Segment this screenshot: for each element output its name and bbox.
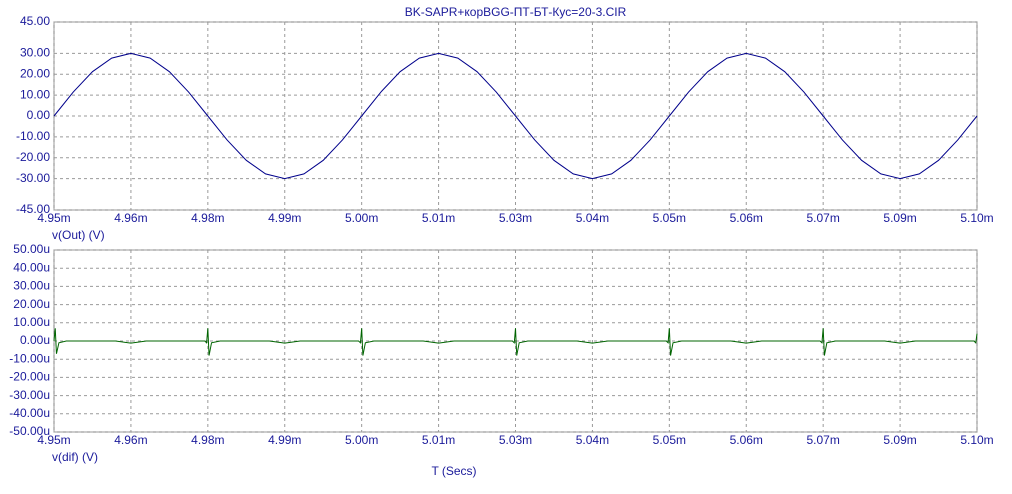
- x-tick-label: 5.00m: [345, 433, 378, 447]
- y-tick-label: -30.00u: [9, 388, 50, 402]
- y-tick-label: 50.00u: [13, 242, 50, 256]
- series-line: [53, 52, 978, 180]
- x-tick-label: 5.04m: [576, 433, 609, 447]
- y-tick-label: 45.00: [20, 14, 50, 28]
- x-tick-label: 5.09m: [883, 211, 916, 225]
- y-tick-label: 20.00u: [13, 297, 50, 311]
- y-tick-label: -10.00: [16, 129, 50, 143]
- x-tick-label: 5.01m: [422, 433, 455, 447]
- series-line: [53, 328, 978, 356]
- y-tick-label: -10.00u: [9, 351, 50, 365]
- x-tick-label: 5.03m: [499, 433, 532, 447]
- x-tick-label: 5.00m: [345, 211, 378, 225]
- x-tick-label: 5.04m: [576, 211, 609, 225]
- y-tick-label: -50.00u: [9, 424, 50, 438]
- x-tick-label: 4.98m: [191, 211, 224, 225]
- x-tick-label: 4.95m: [37, 433, 70, 447]
- y-axis-label: v(Out) (V): [52, 228, 105, 242]
- y-tick-label: 30.00: [20, 46, 50, 60]
- y-tick-label: 0.00u: [20, 333, 50, 347]
- x-tick-label: 4.99m: [268, 211, 301, 225]
- x-tick-label: 5.06m: [730, 433, 763, 447]
- y-tick-label: 0.00: [27, 108, 51, 122]
- y-tick-label: 10.00u: [13, 315, 50, 329]
- x-tick-label: 4.98m: [191, 433, 224, 447]
- y-axis-label: v(dif) (V): [52, 450, 98, 464]
- y-tick-label: 20.00: [20, 66, 50, 80]
- y-tick-label: -20.00: [16, 150, 50, 164]
- y-tick-label: -45.00: [16, 202, 50, 216]
- x-tick-label: 5.10m: [960, 211, 993, 225]
- x-tick-label: 5.07m: [806, 211, 839, 225]
- x-tick-label: 5.05m: [653, 211, 686, 225]
- x-tick-label: 5.03m: [499, 211, 532, 225]
- x-tick-label: 5.09m: [883, 433, 916, 447]
- chart-title: BK-SAPR+корBGG-ПТ-БТ-Кус=20-3.CIR: [405, 5, 627, 19]
- y-tick-label: 30.00u: [13, 279, 50, 293]
- x-tick-label: 5.07m: [806, 433, 839, 447]
- x-tick-label: 4.95m: [37, 211, 70, 225]
- y-tick-label: 10.00: [20, 87, 50, 101]
- y-tick-label: 40.00u: [13, 260, 50, 274]
- x-tick-label: 4.96m: [114, 433, 147, 447]
- x-tick-label: 5.05m: [653, 433, 686, 447]
- x-tick-label: 4.96m: [114, 211, 147, 225]
- x-tick-label: 5.06m: [730, 211, 763, 225]
- y-tick-label: -30.00: [16, 171, 50, 185]
- x-tick-label: 5.10m: [960, 433, 993, 447]
- y-tick-label: -40.00u: [9, 406, 50, 420]
- x-tick-label: 5.01m: [422, 211, 455, 225]
- x-tick-label: 4.99m: [268, 433, 301, 447]
- y-tick-label: -20.00u: [9, 370, 50, 384]
- x-axis-label: T (Secs): [431, 464, 476, 478]
